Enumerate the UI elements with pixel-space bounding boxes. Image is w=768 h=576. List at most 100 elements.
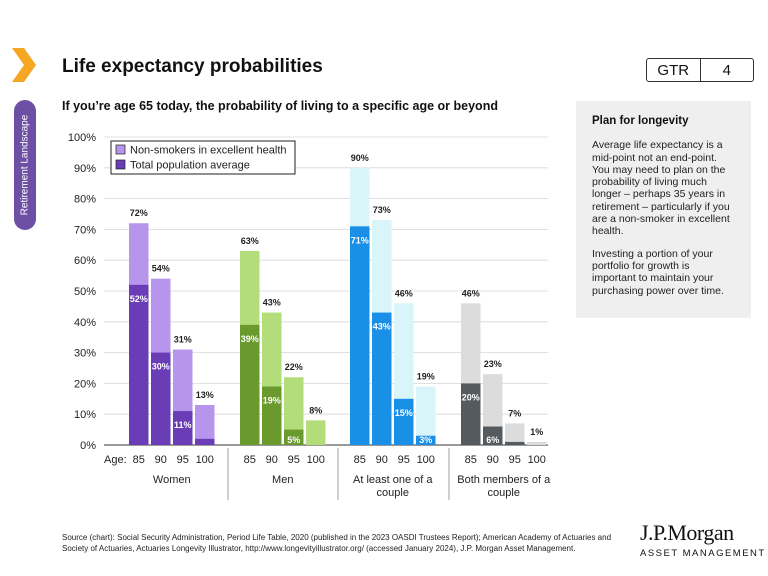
x-tick-label-age: 85 [354, 454, 366, 466]
page-title: Life expectancy probabilities [62, 56, 323, 77]
y-tick-label: 10% [74, 409, 96, 421]
data-label-nonsmoker: 22% [285, 362, 303, 372]
bar-nonsmoker [284, 377, 304, 445]
y-tick-label: 30% [74, 348, 96, 360]
y-tick-label: 50% [74, 286, 96, 298]
y-tick-label: 90% [74, 163, 96, 175]
data-label-total: 19% [263, 395, 281, 405]
legend-label-nonsmoker: Non-smokers in excellent health [130, 145, 287, 157]
x-tick-label-age: 90 [155, 454, 167, 466]
bar-total-population [505, 441, 525, 445]
bar-total-population [461, 383, 481, 445]
source-text-1: Source (chart): Social Security Administ… [62, 533, 612, 553]
bar-total-population [372, 312, 392, 445]
data-label-nonsmoker: 23% [484, 359, 502, 369]
data-label-nonsmoker: 46% [462, 288, 480, 298]
x-tick-label-age: 100 [196, 454, 214, 466]
y-tick-label: 0% [80, 440, 96, 452]
y-tick-label: 60% [74, 255, 96, 267]
x-tick-label-age: 95 [288, 454, 300, 466]
x-tick-label-age: 85 [133, 454, 145, 466]
x-tick-label-age: 90 [266, 454, 278, 466]
bar-nonsmoker [306, 420, 326, 445]
y-tick-label: 100% [68, 132, 96, 144]
age-prefix-label: Age: [104, 454, 127, 466]
data-label-total: 71% [351, 235, 369, 245]
x-tick-label-age: 85 [244, 454, 256, 466]
bar-total-population [195, 438, 215, 445]
data-label-total: 52% [130, 294, 148, 304]
x-tick-label-age: 85 [465, 454, 477, 466]
gtr-label: GTR [647, 59, 701, 81]
x-tick-label-age: 95 [177, 454, 189, 466]
x-tick-label-age: 100 [528, 454, 546, 466]
bar-total-population [350, 226, 370, 445]
bar-nonsmoker [505, 423, 525, 445]
plan-paragraph-2: Investing a portion of your portfolio fo… [592, 247, 724, 297]
logo-line-1: J.P.Morgan [640, 520, 734, 545]
data-label-total: 15% [395, 408, 413, 418]
bar-total-population [262, 386, 282, 445]
sidebar-tab-retirement-landscape[interactable]: Retirement Landscape [14, 100, 36, 230]
legend-label-total: Total population average [130, 160, 250, 172]
chart-subtitle: If you’re age 65 today, the probability … [62, 99, 498, 113]
bar-nonsmoker [416, 386, 436, 445]
bar-total-population [416, 435, 436, 445]
y-tick-label: 40% [74, 317, 96, 329]
group-label: Women [153, 474, 191, 486]
bar-total-population [394, 398, 414, 445]
y-tick-label: 20% [74, 378, 96, 390]
data-label-nonsmoker: 63% [241, 236, 259, 246]
y-tick-label: 80% [74, 194, 96, 206]
data-label-total: 3% [419, 435, 432, 445]
plan-for-longevity-panel: Plan for longevity Average life expectan… [576, 101, 751, 318]
bar-total-population [129, 284, 149, 445]
bar-total-population [240, 324, 260, 445]
data-label-total: 20% [462, 392, 480, 402]
source-note: Source (chart): Social Security Administ… [62, 533, 622, 554]
x-tick-label-age: 100 [417, 454, 435, 466]
logo-line-2: ASSET MANAGEMENT [640, 548, 766, 559]
legend-box [110, 140, 296, 175]
bar-nonsmoker [195, 404, 215, 445]
data-label-nonsmoker: 73% [373, 205, 391, 215]
data-label-nonsmoker: 43% [263, 298, 281, 308]
plan-heading: Plan for longevity [592, 115, 689, 127]
chevron-logo-icon [12, 48, 36, 82]
group-label: At least one of a [353, 474, 433, 486]
source-link[interactable]: http://www.longevityillustrator.org/ [245, 543, 364, 553]
legend-swatch-nonsmoker [115, 144, 126, 155]
page-number: 4 [722, 61, 731, 79]
data-label-nonsmoker: 90% [351, 153, 369, 163]
data-label-nonsmoker: 19% [417, 371, 435, 381]
group-label: Men [272, 474, 293, 486]
bar-total-population [151, 352, 171, 445]
jpmorgan-logo: J.P.Morgan ASSET MANAGEMENT [640, 520, 766, 559]
source-text-2: (accessed January 2024), J.P. Morgan Ass… [363, 543, 576, 553]
data-label-nonsmoker: 31% [174, 335, 192, 345]
gtr-page-badge: GTR 4 [646, 58, 754, 82]
plan-paragraph-1: Average life expectancy is a mid-point n… [592, 139, 730, 238]
group-label: couple [488, 487, 520, 499]
bar-total-population [284, 429, 304, 445]
data-label-total: 43% [373, 322, 391, 332]
x-tick-label-age: 90 [487, 454, 499, 466]
x-tick-label-age: 100 [307, 454, 325, 466]
data-label-nonsmoker: 13% [196, 390, 214, 400]
data-label-total: 39% [241, 334, 259, 344]
data-label-nonsmoker: 7% [508, 408, 521, 418]
group-label: Both members of a [457, 474, 551, 486]
group-label: couple [377, 487, 409, 499]
data-label-total: 6% [486, 435, 499, 445]
data-label-total: 11% [174, 420, 192, 430]
bar-total-population [483, 426, 503, 445]
bar-total-population [173, 411, 193, 445]
data-label-total: 30% [152, 362, 170, 372]
bar-nonsmoker [527, 441, 547, 445]
data-label-nonsmoker: 54% [152, 264, 170, 274]
data-label-nonsmoker: 8% [309, 405, 322, 415]
data-label-total: 5% [287, 435, 300, 445]
data-label-nonsmoker: 72% [130, 208, 148, 218]
x-tick-label-age: 95 [509, 454, 521, 466]
data-label-nonsmoker: 46% [395, 288, 413, 298]
